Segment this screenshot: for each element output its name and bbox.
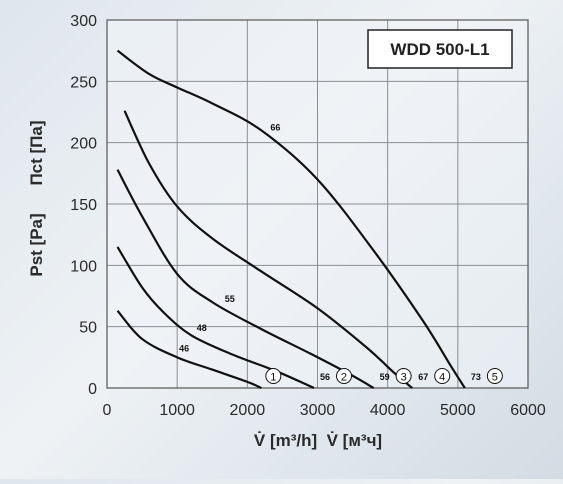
end-label-3: 59 <box>380 372 390 382</box>
end-label-2: 56 <box>320 372 330 382</box>
x-tick-label: 4000 <box>370 402 406 419</box>
series-marker-3 <box>395 368 412 384</box>
y-tick-label: 300 <box>70 13 97 30</box>
y-axis-label-main: Pst [Pa] <box>27 213 46 276</box>
x-tick-label: 2000 <box>230 402 266 419</box>
series-marker-label-3: 3 <box>401 372 407 384</box>
grid <box>106 19 529 389</box>
series-marker-4 <box>434 368 451 384</box>
x-tick-label: 5000 <box>440 402 476 419</box>
series-marker-label-5: 5 <box>492 372 498 384</box>
end-label-4: 67 <box>418 372 428 382</box>
curve-label-2: 48 <box>197 323 207 333</box>
labels: 46 1 48 56 2 55 59 3 67 4 66 73 5 <box>179 123 503 384</box>
chart-title: WDD 500-L1 <box>390 40 489 59</box>
series-marker-label-1: 1 <box>270 372 276 384</box>
curve-label-1: 46 <box>179 343 189 353</box>
curve-label-3: 55 <box>225 294 235 304</box>
y-tick-label: 50 <box>79 320 97 337</box>
curve-label-5: 66 <box>270 123 280 133</box>
series-line-4 <box>123 110 413 389</box>
series-line-5 <box>116 49 466 389</box>
series-line-1 <box>116 309 262 390</box>
y-tick-label: 150 <box>70 197 97 214</box>
series-marker-2 <box>335 368 352 384</box>
y-tick-label: 100 <box>70 258 97 275</box>
plot-border <box>106 19 529 389</box>
x-axis-label: V̇ [m³/h] V̇ [м³ч] <box>254 431 382 450</box>
series-marker-1 <box>265 368 282 384</box>
y-tick-label: 250 <box>70 74 97 91</box>
y-tick-label: 200 <box>70 136 97 153</box>
x-tick-label: 0 <box>103 402 112 419</box>
series-marker-label-4: 4 <box>439 372 445 384</box>
y-tick-label: 0 <box>88 381 97 398</box>
x-tick-label: 1000 <box>159 402 195 419</box>
axes: 0 1000 2000 3000 4000 5000 6000 0 50 100 150 200 250… <box>70 13 546 419</box>
end-label-5: 73 <box>471 372 481 382</box>
series-marker-label-2: 2 <box>341 372 347 384</box>
series-marker-5 <box>486 368 503 384</box>
y-axis-label-alt: Пct [Па] <box>27 120 46 185</box>
x-tick-label: 6000 <box>510 402 546 419</box>
x-tick-label: 3000 <box>300 402 336 419</box>
title-box: WDD 500-L1 <box>367 29 513 69</box>
y-axis-label-group: Pst [Pa] Пct [Па] <box>27 120 46 276</box>
